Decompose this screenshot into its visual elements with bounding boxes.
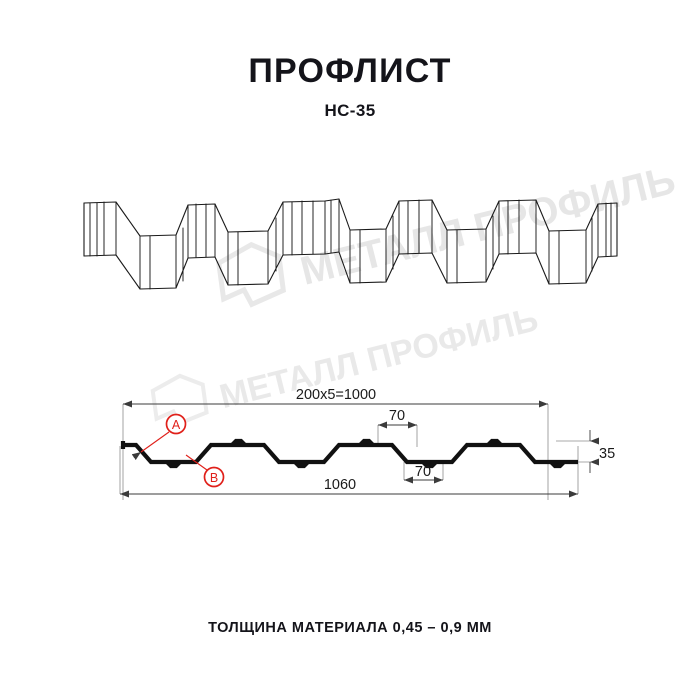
dimension-valley-width: 70 bbox=[404, 464, 443, 484]
profile-outline bbox=[120, 438, 578, 469]
page-title: ПРОФЛИСТ bbox=[248, 52, 452, 90]
dimension-total-width-label: 1060 bbox=[324, 477, 356, 493]
dimension-crest-label: 70 bbox=[389, 408, 405, 424]
valley-stiffening-ribs bbox=[165, 460, 566, 469]
product-code: НС-35 bbox=[324, 100, 376, 120]
dimension-crest-width: 70 bbox=[378, 408, 417, 429]
iso-fold-lines bbox=[89, 198, 612, 290]
watermark-logo-icon bbox=[216, 241, 287, 308]
dimension-pitch-label: 200x5=1000 bbox=[296, 387, 376, 403]
dimension-height-label: 35 bbox=[599, 446, 615, 462]
dimension-height: 35 bbox=[589, 430, 615, 473]
dimension-pitch: 200x5=1000 bbox=[123, 387, 548, 408]
dimension-total-width: 1060 bbox=[120, 477, 578, 498]
material-thickness-note: ТОЛЩИНА МАТЕРИАЛА 0,45 – 0,9 ММ bbox=[208, 620, 492, 636]
callout-marker-a-label: A bbox=[172, 418, 181, 432]
callout-marker-b: B bbox=[185, 454, 225, 488]
callout-marker-a: A bbox=[131, 413, 187, 461]
header: ПРОФЛИСТ НС-35 bbox=[0, 52, 700, 121]
dimension-valley-label: 70 bbox=[415, 464, 431, 480]
callout-marker-b-label: B bbox=[210, 471, 218, 485]
watermark-logo-icon-2 bbox=[150, 373, 209, 426]
crest-stiffening-ribs bbox=[230, 438, 503, 447]
